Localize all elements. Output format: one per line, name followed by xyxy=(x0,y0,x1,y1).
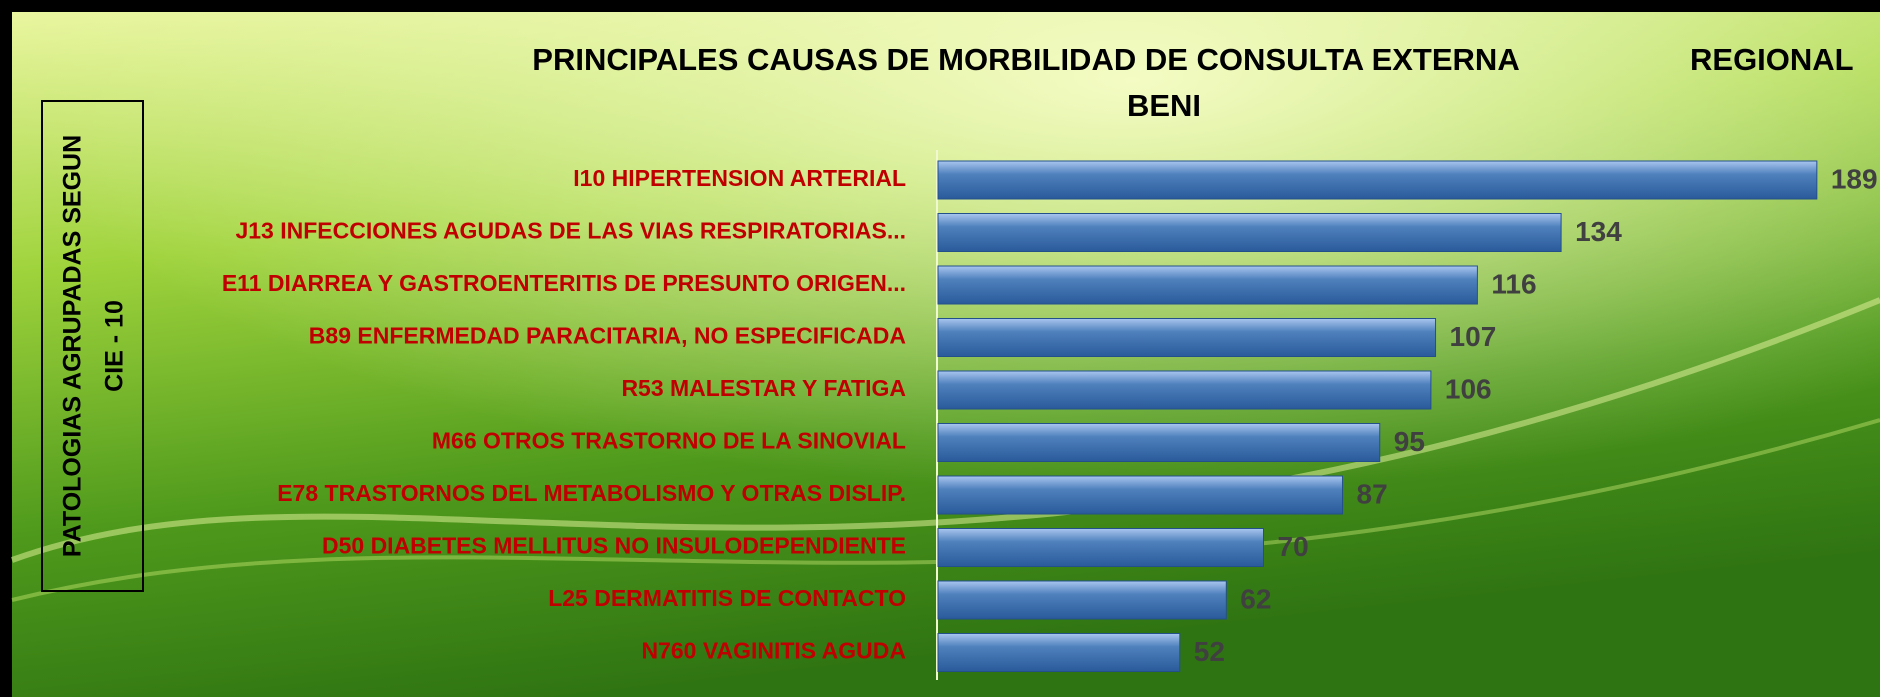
value-label: 52 xyxy=(1194,636,1225,667)
value-label: 107 xyxy=(1450,321,1497,352)
y-axis-label: PATOLOGIAS AGRUPADAS SEGUN xyxy=(59,135,87,557)
bar xyxy=(938,319,1436,357)
category-label: R53 MALESTAR Y FATIGA xyxy=(621,375,906,401)
chart: PRINCIPALES CAUSAS DE MORBILIDAD DE CONS… xyxy=(0,0,1880,697)
value-label: 134 xyxy=(1575,216,1622,247)
category-label: D50 DIABETES MELLITUS NO INSULODEPENDIEN… xyxy=(322,533,906,559)
chart-title: REGIONAL xyxy=(1690,42,1854,77)
bar xyxy=(938,266,1477,304)
value-label: 70 xyxy=(1278,531,1309,562)
category-label: B89 ENFERMEDAD PARACITARIA, NO ESPECIFIC… xyxy=(309,323,906,349)
category-label: E78 TRASTORNOS DEL METABOLISMO Y OTRAS D… xyxy=(277,480,906,506)
category-label: L25 DERMATITIS DE CONTACTO xyxy=(548,585,906,611)
category-label: J13 INFECCIONES AGUDAS DE LAS VIAS RESPI… xyxy=(235,218,906,244)
bar xyxy=(938,529,1264,567)
chart-title: BENI xyxy=(1127,88,1201,123)
bar xyxy=(938,476,1343,514)
y-axis-label: CIE - 10 xyxy=(101,300,129,392)
bar xyxy=(938,634,1180,672)
bar xyxy=(938,371,1431,409)
bar xyxy=(938,424,1380,462)
value-label: 62 xyxy=(1240,583,1271,614)
bar xyxy=(938,581,1226,619)
category-label: M66 OTROS TRASTORNO DE LA SINOVIAL xyxy=(432,428,906,454)
value-label: 106 xyxy=(1445,373,1492,404)
value-label: 95 xyxy=(1394,426,1425,457)
value-label: 87 xyxy=(1357,478,1388,509)
value-label: 116 xyxy=(1491,268,1536,299)
bar xyxy=(938,161,1817,199)
category-label: E11 DIARREA Y GASTROENTERITIS DE PRESUNT… xyxy=(222,270,906,296)
category-label: I10 HIPERTENSION ARTERIAL xyxy=(573,165,906,191)
value-label: 189 xyxy=(1831,163,1878,194)
bar xyxy=(938,214,1561,252)
chart-title: PRINCIPALES CAUSAS DE MORBILIDAD DE CONS… xyxy=(532,42,1519,77)
category-label: N760 VAGINITIS AGUDA xyxy=(641,638,906,664)
